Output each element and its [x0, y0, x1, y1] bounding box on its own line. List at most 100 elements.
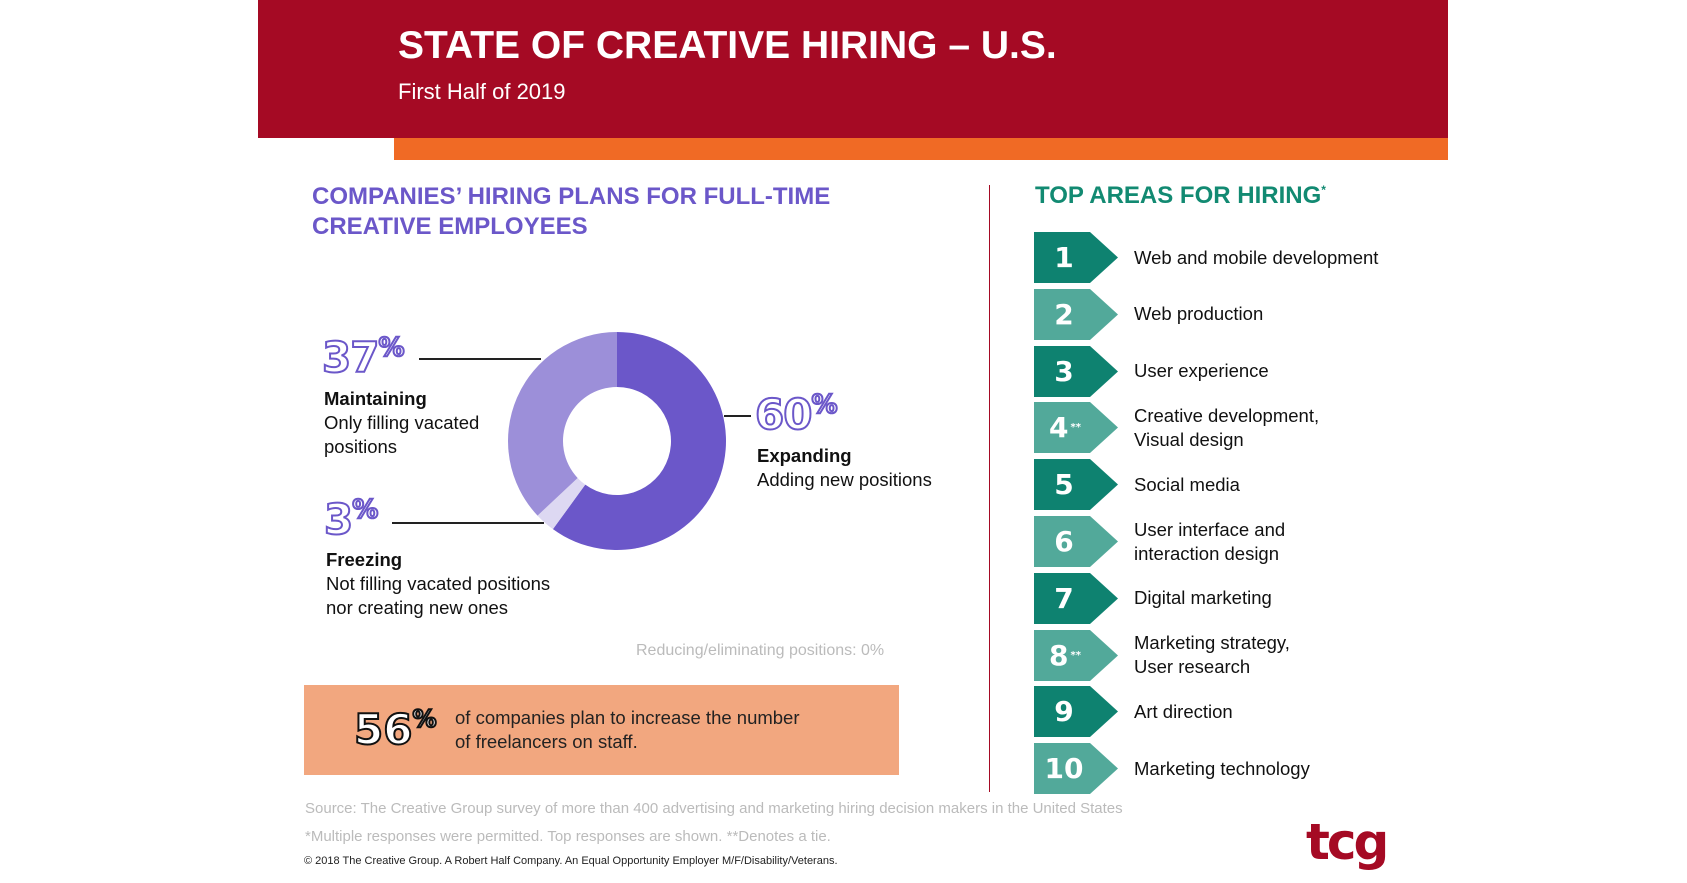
rank-arrow-icon — [1034, 516, 1118, 567]
rank-value: 9 — [1054, 695, 1074, 729]
rank-arrow-icon — [1034, 288, 1118, 340]
rank-arrow-icon — [1034, 345, 1118, 397]
rank-arrow-icon — [1034, 402, 1118, 454]
expanding-percent: 60% — [754, 389, 839, 440]
maintaining-percent: 37% — [321, 332, 406, 383]
area-label-line1: Web production — [1134, 303, 1264, 325]
area-label: Art direction — [1134, 686, 1233, 737]
copyright: © 2018 The Creative Group. A Robert Half… — [304, 855, 838, 867]
expanding-value: 60 — [754, 389, 813, 440]
expanding-name: Expanding — [757, 445, 852, 466]
maintaining-leader-line — [419, 358, 541, 360]
expanding-label: Expanding Adding new positions — [757, 444, 932, 492]
svg-text:tcg: tcg — [1306, 815, 1386, 871]
area-label-line1: User experience — [1134, 360, 1269, 382]
rank-value: 3 — [1054, 354, 1074, 388]
rank-arrow-icon — [1034, 686, 1118, 738]
donut-slice-maintaining — [508, 332, 617, 516]
area-label-line1: Creative development, — [1134, 404, 1320, 426]
donut-slice-freezing — [537, 477, 586, 530]
rank-arrow-icon — [1034, 629, 1118, 681]
maintaining-name: Maintaining — [324, 388, 427, 409]
top-area-item: 1 Web and mobile development — [1034, 232, 1454, 283]
freezing-percent: 3% — [323, 494, 379, 545]
freezing-name: Freezing — [326, 549, 403, 570]
freelancer-value: 56 — [353, 704, 413, 755]
freelancer-text: of companies plan to increase the number… — [455, 706, 800, 754]
area-label: User interface and interaction design — [1134, 516, 1285, 567]
donut-chart — [508, 332, 727, 550]
maintaining-desc-1: Only filling vacated — [324, 412, 480, 433]
top-area-item: 6 User interface and interaction design — [1034, 516, 1454, 567]
top-area-item: 3 User experience — [1034, 345, 1454, 397]
top-areas-title-text: TOP AREAS FOR HIRING — [1035, 182, 1322, 209]
percent-sign: % — [810, 389, 838, 421]
freelancer-callout — [304, 685, 899, 775]
top-area-item: 5 Social media — [1034, 459, 1454, 511]
freezing-label: Freezing Not filling vacated positions n… — [326, 548, 550, 620]
maintaining-desc-2: positions — [324, 436, 398, 457]
area-label-line1: Art direction — [1134, 700, 1233, 722]
percent-sign: % — [411, 704, 437, 734]
rank-value: 2 — [1054, 297, 1074, 331]
top-area-item: 8 ** Marketing strategy, User research — [1034, 629, 1454, 681]
rank-number: 8 ** — [1034, 630, 1096, 681]
area-label: Marketing strategy, User research — [1134, 630, 1290, 681]
freezing-desc-1: Not filling vacated positions — [326, 573, 551, 594]
freezing-leader-line — [392, 522, 544, 524]
freezing-desc-2: nor creating new ones — [326, 597, 509, 618]
freelancer-text-line1: of companies plan to increase the number — [455, 707, 800, 728]
area-label: Creative development, Visual design — [1134, 402, 1319, 453]
rank-number: 6 — [1034, 516, 1096, 567]
area-label: Social media — [1134, 459, 1240, 510]
area-label-line1: User interface and — [1134, 518, 1286, 540]
rank-number: 5 — [1034, 459, 1096, 510]
area-label: Marketing technology — [1134, 743, 1310, 794]
area-label-line1: Social media — [1134, 473, 1240, 495]
rank-value: 6 — [1054, 525, 1074, 558]
area-label-line2: interaction design — [1134, 542, 1280, 564]
area-label: User experience — [1134, 346, 1269, 397]
area-label: Digital marketing — [1134, 573, 1272, 624]
rank-number: 1 — [1034, 232, 1096, 283]
reducing-note: Reducing/eliminating positions: 0% — [636, 642, 885, 659]
percent-sign: % — [377, 332, 405, 364]
orange-stripe — [394, 138, 1448, 160]
rank-value: 1 — [1054, 241, 1074, 274]
area-label-line1: Digital marketing — [1134, 587, 1272, 609]
area-label-line1: Web and mobile development — [1134, 246, 1379, 268]
percent-sign: % — [351, 494, 379, 526]
donut-slice-expanding — [552, 332, 727, 550]
maintaining-value: 37 — [321, 332, 380, 383]
page-title: STATE OF CREATIVE HIRING – U.S. — [398, 24, 1057, 67]
hiring-plans-title-line1: COMPANIES’ HIRING PLANS FOR FULL-TIME — [312, 183, 831, 210]
source-note: Source: The Creative Group survey of mor… — [305, 800, 1123, 817]
rank-value: 5 — [1054, 468, 1074, 502]
freezing-value: 3 — [323, 494, 354, 545]
area-label: Web and mobile development — [1134, 232, 1378, 283]
rank-number: 7 — [1034, 573, 1096, 624]
rank-arrow-icon — [1034, 459, 1118, 511]
freelancer-text-line2: of freelancers on staff. — [455, 731, 638, 752]
hiring-plans-title-line2: CREATIVE EMPLOYEES — [312, 213, 588, 240]
header-banner — [258, 0, 1448, 138]
top-area-item: 2 Web production — [1034, 288, 1454, 340]
area-label-line1: Marketing strategy, — [1134, 632, 1290, 654]
page-subtitle: First Half of 2019 — [398, 79, 566, 104]
top-areas-title: TOP AREAS FOR HIRING* — [1035, 182, 1326, 210]
top-area-item: 7 Digital marketing — [1034, 572, 1454, 624]
tcg-logo: tcg — [1306, 815, 1389, 871]
rank-arrow-icon — [1034, 232, 1118, 283]
area-label-line1: Marketing technology — [1134, 757, 1310, 779]
rank-number: 2 — [1034, 289, 1096, 340]
rank-value: 8 — [1049, 638, 1069, 672]
column-divider — [989, 185, 990, 792]
expanding-leader-line — [724, 415, 751, 417]
rank-value: 10 — [1044, 752, 1084, 786]
rank-number: 9 — [1034, 686, 1096, 737]
top-area-item: 10 Marketing technology — [1034, 743, 1454, 795]
area-label: Web production — [1134, 289, 1263, 340]
expanding-desc: Adding new positions — [757, 469, 932, 490]
rank-number: 3 — [1034, 346, 1096, 397]
top-area-item: 4 ** Creative development, Visual design — [1034, 402, 1454, 454]
